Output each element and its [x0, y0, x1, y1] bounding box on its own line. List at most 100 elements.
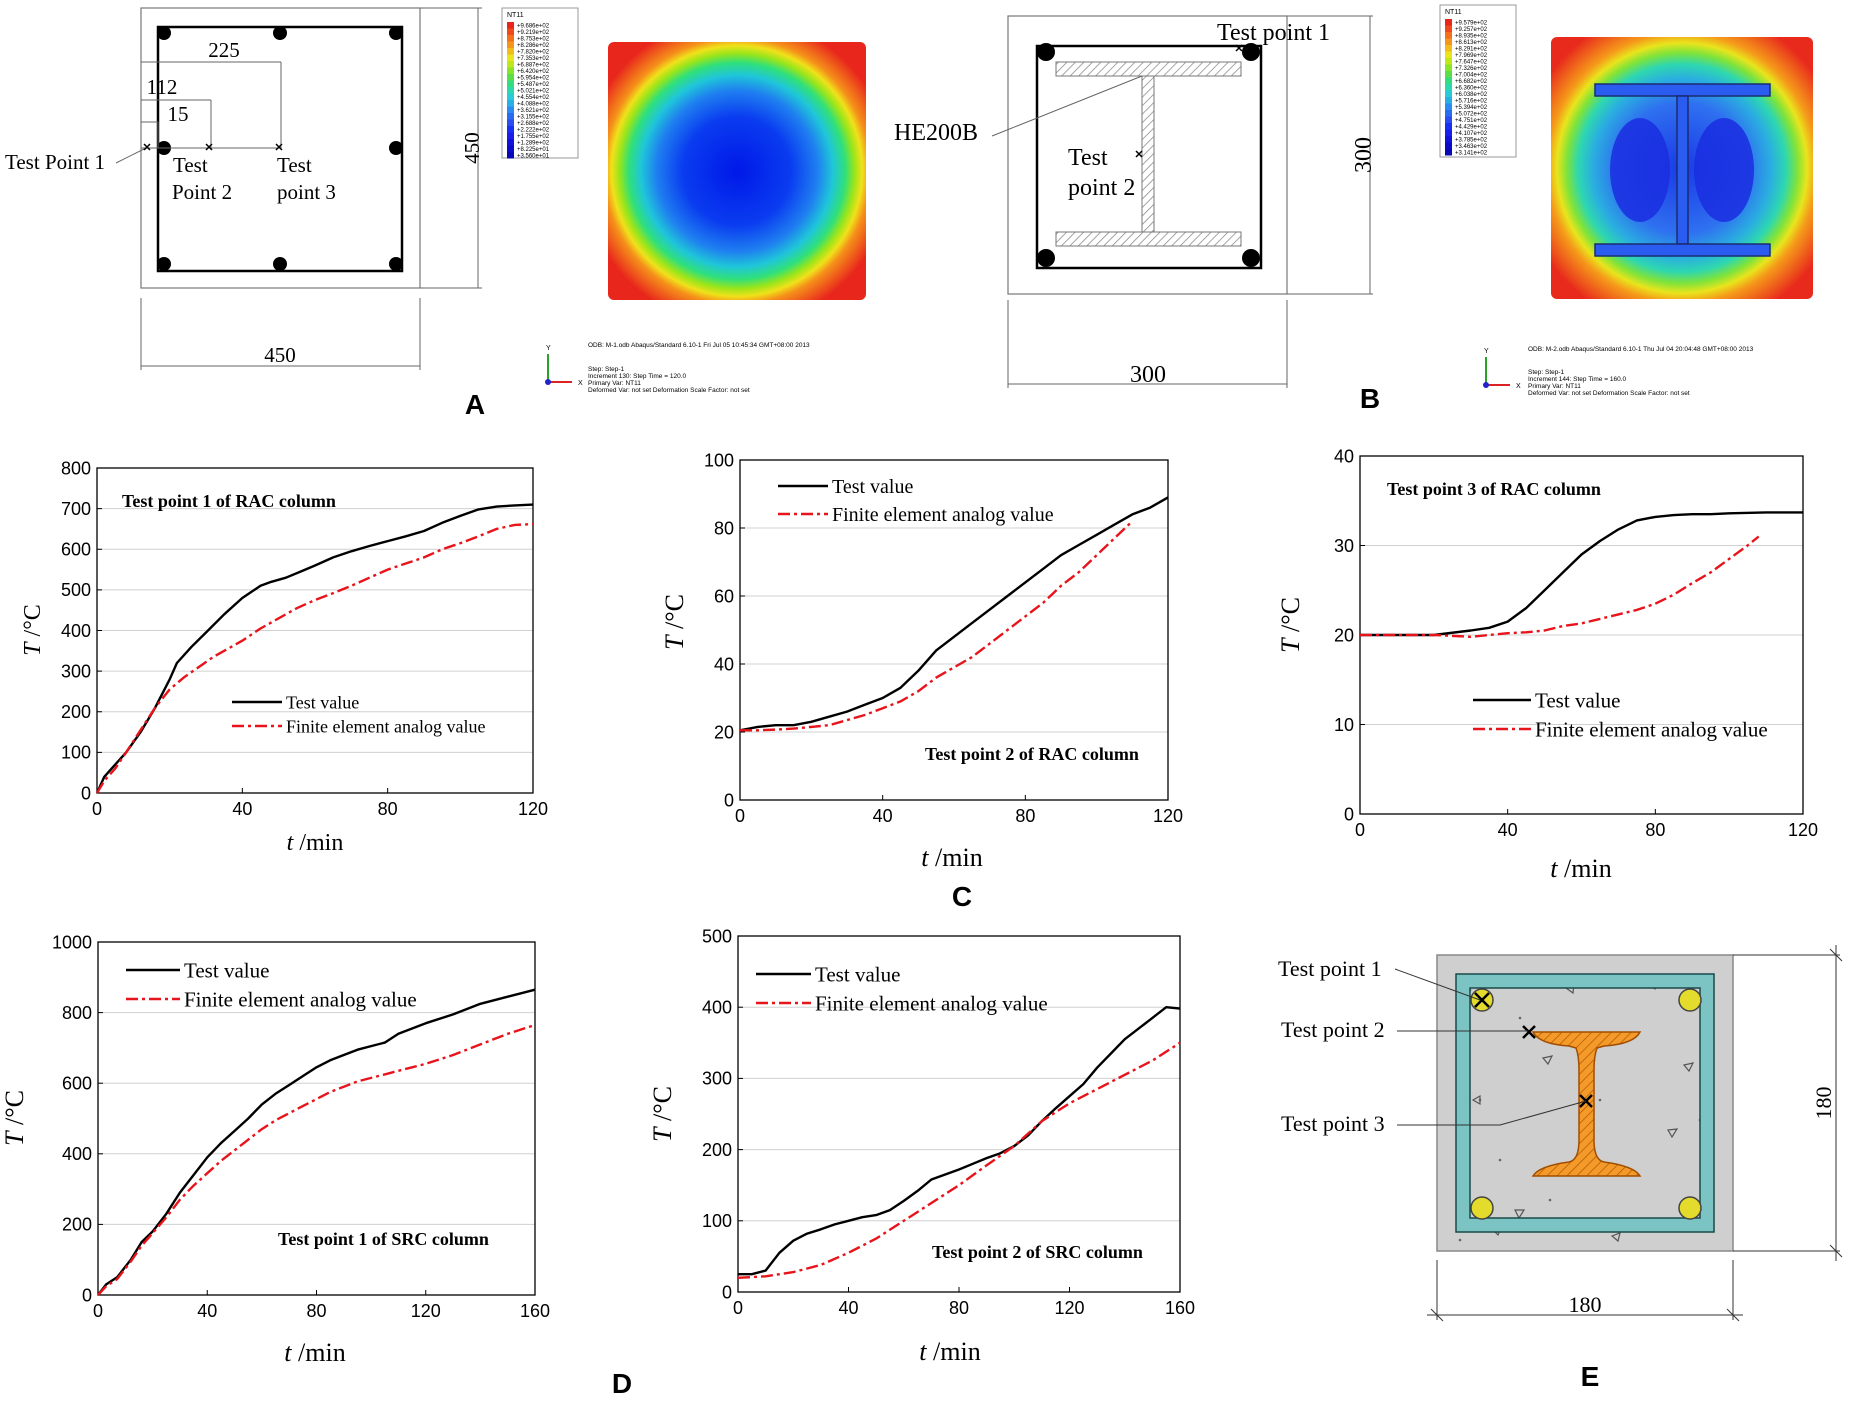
- legend-swatch: [1445, 123, 1452, 130]
- legend-box: [1439, 4, 1517, 158]
- axis-triad: Y X: [545, 345, 583, 387]
- legend-swatch: [1445, 32, 1452, 39]
- label-test-point-1: Test point 1: [1278, 956, 1382, 981]
- legend-value: +3.621e+02: [517, 108, 550, 114]
- x-tick-label: 40: [1498, 820, 1518, 840]
- y-tick-label: 100: [61, 743, 91, 763]
- series-test-value: [1360, 511, 1803, 637]
- step-info-4: Deformed Var: not set Deformation Scale …: [588, 387, 750, 394]
- label-test-point-2-line2: point 2: [1068, 175, 1135, 201]
- y-tick-label: 400: [62, 1144, 92, 1164]
- legend-swatch: [507, 119, 514, 126]
- y-tick-label: 600: [62, 1074, 92, 1094]
- panel-e-section: Test point 1 Test point 2 Test point 3 1…: [1278, 945, 1843, 1322]
- label-test-point-2-line1: Test: [1068, 145, 1108, 171]
- legend-swatch: [507, 87, 514, 94]
- legend-value: +8.935e+02: [1455, 34, 1488, 40]
- chart-test-point-2-src: 0 40 80 120 160 0 100 200 300 400 500 Test value Fin…: [648, 926, 1195, 1366]
- y-tick-label: 800: [61, 458, 91, 478]
- panel-label-b: B: [1360, 383, 1380, 414]
- legend-value: +6.360e+02: [1455, 86, 1488, 92]
- y-tick-label: 0: [1344, 804, 1354, 824]
- legend-value: +3.560e+01: [517, 154, 550, 160]
- svg-text:Y: Y: [1484, 348, 1489, 355]
- legend-value: +9.686e+02: [517, 24, 550, 30]
- legend-swatch: [1445, 71, 1452, 78]
- step-info-1: Step: Step-1: [588, 366, 625, 373]
- label-test-point-3-line1: Test: [277, 153, 312, 177]
- legend-label: Test value: [184, 958, 269, 982]
- legend-value: +7.647e+02: [1455, 60, 1488, 66]
- step-info-1: Step: Step-1: [1528, 369, 1565, 376]
- stirrup: [1456, 974, 1714, 1232]
- temperature-contour-rac: [608, 42, 866, 300]
- legend-swatch: [1445, 129, 1452, 136]
- label-test-point-1: Test point 1: [1217, 20, 1330, 46]
- legend-swatch: [507, 93, 514, 100]
- series-test-value: [738, 1006, 1181, 1276]
- legend-swatch: [507, 67, 514, 74]
- x-tick-label: 160: [1165, 1298, 1195, 1318]
- test-point-markers: [1135, 44, 1243, 158]
- legend-swatch: [507, 41, 514, 48]
- legend-label: Test value: [832, 476, 913, 498]
- y-tick-label: 0: [81, 783, 91, 803]
- x-axis-label: t /min: [1550, 854, 1611, 883]
- panel-label-c: C: [952, 881, 972, 912]
- legend-swatch: [1445, 149, 1452, 156]
- legend-value: +6.682e+02: [1455, 79, 1488, 85]
- dim-height-300: 300: [1351, 137, 1377, 173]
- y-tick-label: 40: [1334, 446, 1354, 466]
- odb-info: ODB: M-1.odb Abaqus/Standard 6.10-1 Fri …: [588, 342, 810, 349]
- y-tick-label: 20: [714, 722, 734, 742]
- panel-label-e: E: [1581, 1361, 1600, 1392]
- rebars: [1037, 43, 1260, 267]
- y-tick-label: 0: [82, 1285, 92, 1305]
- legend-value: +2.688e+02: [517, 121, 550, 127]
- y-tick-label: 200: [62, 1215, 92, 1235]
- label-test-point-3-line2: point 3: [277, 180, 336, 204]
- y-tick-label: 100: [702, 1211, 732, 1231]
- legend-swatch: [507, 28, 514, 35]
- y-tick-label: 100: [704, 450, 734, 470]
- x-tick-label: 80: [1645, 820, 1665, 840]
- legend-swatch: [1445, 84, 1452, 91]
- x-tick-label: 120: [518, 799, 548, 819]
- x-tick-label: 120: [1788, 820, 1818, 840]
- y-tick-label: 30: [1334, 536, 1354, 556]
- legend-value: +5.394e+02: [1455, 105, 1488, 111]
- legend-box: [501, 7, 579, 159]
- svg-text:Y: Y: [546, 345, 551, 352]
- legend-value: +4.429e+02: [1455, 125, 1488, 131]
- legend-value: +7.004e+02: [1455, 73, 1488, 79]
- test-point-markers: [143, 143, 283, 151]
- legend-label: Finite element analog value: [815, 991, 1048, 1015]
- legend-value: +3.785e+02: [1455, 138, 1488, 144]
- legend-value: +8.286e+02: [517, 43, 550, 49]
- legend-swatch: [1445, 38, 1452, 45]
- y-tick-label: 80: [714, 518, 734, 538]
- label-test-point-1: Test Point 1: [5, 150, 105, 174]
- x-tick-label: 80: [949, 1298, 969, 1318]
- step-info-4: Deformed Var: not set Deformation Scale …: [1528, 390, 1690, 397]
- x-tick-label: 40: [873, 806, 893, 826]
- panel-b-contour: NT11 +9.579e+02+9.257e+02+8.935e+02+8.61…: [1439, 4, 1813, 397]
- legend-swatch: [507, 74, 514, 81]
- series-finite-element: [740, 520, 1134, 732]
- chart-title: Test point 2 of RAC column: [925, 744, 1139, 764]
- series-finite-element: [95, 522, 534, 794]
- legend-value: +4.107e+02: [1455, 131, 1488, 137]
- label-test-point-2: Test point 2: [1281, 1017, 1385, 1042]
- svg-text:X: X: [578, 380, 583, 387]
- legend-swatch: [1445, 77, 1452, 84]
- legend-value: +9.257e+02: [1455, 27, 1488, 33]
- legend-label: Test value: [815, 962, 900, 986]
- legend-swatch: [1445, 25, 1452, 32]
- legend-value: +4.751e+02: [1455, 118, 1488, 124]
- x-tick-label: 120: [1153, 806, 1183, 826]
- legend-swatch: [507, 80, 514, 87]
- x-axis-label: t /min: [287, 830, 344, 856]
- legend-value: +3.141e+02: [1455, 151, 1488, 157]
- y-axis-label: T /°C: [0, 1090, 29, 1146]
